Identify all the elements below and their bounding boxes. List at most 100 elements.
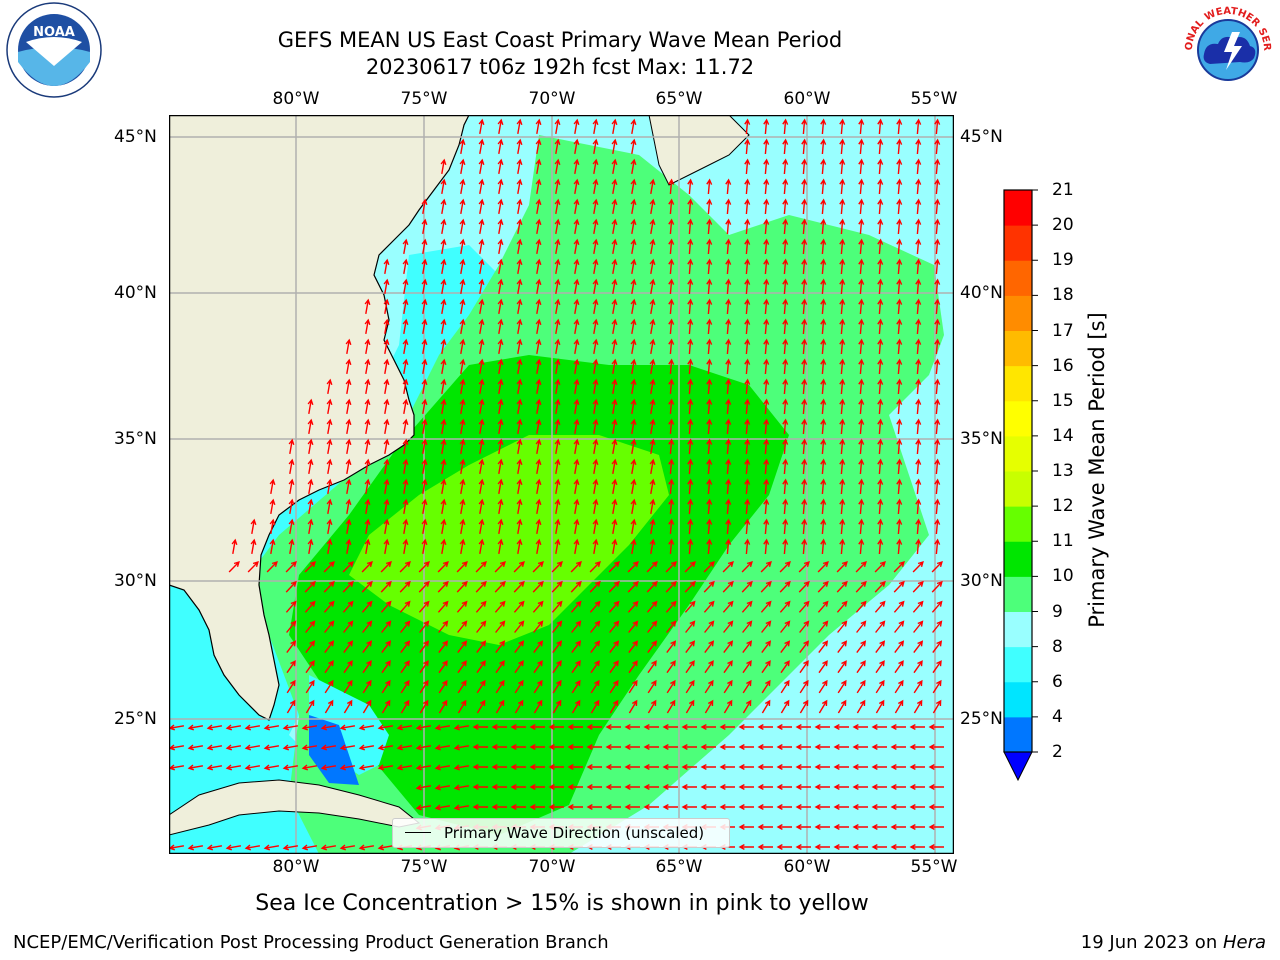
wave-arrow	[858, 478, 865, 495]
wave-arrow	[763, 478, 770, 495]
wave-arrow	[380, 600, 392, 613]
wave-arrow	[377, 724, 394, 731]
wave-arrow	[611, 338, 618, 355]
wave-arrow	[589, 580, 601, 593]
wave-arrow	[630, 198, 637, 215]
wave-arrow	[478, 418, 485, 435]
wave-arrow	[419, 620, 430, 633]
colorbar-tick-label: 4	[1052, 706, 1063, 727]
wave-arrow	[345, 398, 352, 415]
wave-arrow	[757, 783, 773, 791]
wave-arrow	[896, 438, 903, 455]
wave-arrow	[323, 560, 335, 573]
wave-arrow	[877, 178, 884, 195]
wave-arrow	[820, 518, 827, 535]
wave-arrow	[763, 118, 770, 135]
wave-arrow	[782, 198, 789, 215]
wave-arrow	[592, 118, 599, 135]
wave-arrow	[668, 538, 675, 555]
wave-arrow	[400, 660, 410, 674]
footer-date: 19 Jun 2023 on	[1080, 932, 1223, 953]
footer-left: NCEP/EMC/Verification Post Processing Pr…	[13, 932, 609, 953]
wave-arrow	[719, 763, 735, 771]
wave-arrow	[459, 198, 466, 215]
wave-arrow	[383, 318, 390, 335]
wave-arrow	[383, 418, 390, 435]
wave-arrow	[533, 620, 544, 633]
wave-arrow	[741, 560, 753, 573]
wave-arrow	[497, 438, 504, 455]
wave-arrow	[418, 560, 430, 573]
colorbar-segment	[1004, 541, 1032, 577]
wave-arrow	[535, 158, 542, 175]
wave-arrow	[472, 763, 488, 771]
wave-arrow	[704, 660, 714, 674]
wave-arrow	[744, 538, 751, 555]
wave-arrow	[837, 660, 847, 674]
wave-arrow	[649, 218, 656, 235]
colorbar-label: Primary Wave Mean Period [s]	[1085, 312, 1109, 628]
wave-arrow	[478, 138, 485, 155]
wave-arrow	[285, 580, 297, 593]
wave-arrow	[818, 660, 828, 674]
wave-arrow	[497, 538, 504, 555]
wave-arrow	[649, 418, 656, 435]
wave-arrow	[934, 518, 941, 535]
wave-arrow	[763, 538, 770, 555]
wave-arrow	[611, 258, 618, 275]
wave-arrow	[744, 138, 751, 155]
wave-arrow	[763, 178, 770, 195]
wave-arrow	[722, 580, 734, 593]
wave-arrow	[687, 358, 694, 375]
wave-arrow	[478, 518, 485, 535]
wave-arrow	[931, 580, 943, 593]
wave-arrow	[890, 803, 906, 811]
wave-arrow	[687, 538, 694, 555]
wave-arrow	[630, 538, 637, 555]
wave-arrow	[573, 458, 580, 475]
wave-arrow	[763, 238, 770, 255]
wave-arrow	[472, 723, 488, 731]
wave-arrow	[573, 538, 580, 555]
wave-arrow	[440, 298, 447, 315]
wave-arrow	[643, 783, 659, 791]
wave-arrow	[440, 318, 447, 335]
wave-arrow	[440, 398, 447, 415]
wave-arrow	[459, 338, 466, 355]
wave-arrow	[438, 699, 448, 714]
wave-arrow	[415, 724, 432, 731]
wave-arrow	[552, 660, 562, 674]
wave-arrow	[301, 744, 318, 751]
wave-arrow	[380, 580, 392, 593]
wave-arrow	[801, 418, 808, 435]
wave-arrow	[915, 358, 922, 375]
wave-arrow	[668, 358, 675, 375]
wave-arrow	[535, 518, 542, 535]
wave-arrow	[326, 438, 333, 455]
wave-arrow	[776, 823, 792, 831]
wave-arrow	[837, 620, 848, 633]
wave-arrow	[478, 358, 485, 375]
wave-arrow	[687, 318, 694, 335]
wave-arrow	[609, 660, 619, 674]
wave-arrow	[627, 560, 639, 573]
wave-arrow	[760, 580, 772, 593]
wave-arrow	[839, 198, 846, 215]
wave-arrow	[666, 640, 677, 654]
wave-arrow	[361, 600, 373, 613]
wave-arrow	[858, 398, 865, 415]
wave-arrow	[649, 398, 656, 415]
wave-arrow	[345, 518, 352, 535]
wave-arrow	[858, 358, 865, 375]
wave-arrow	[839, 498, 846, 515]
wave-arrow	[839, 158, 846, 175]
wave-arrow	[630, 518, 637, 535]
wave-arrow	[801, 178, 808, 195]
wave-arrow	[725, 538, 732, 555]
wave-arrow	[643, 763, 659, 771]
wave-arrow	[554, 258, 561, 275]
wave-arrow	[364, 538, 371, 555]
wave-arrow	[782, 338, 789, 355]
wave-arrow	[611, 238, 618, 255]
wave-arrow	[343, 699, 353, 714]
